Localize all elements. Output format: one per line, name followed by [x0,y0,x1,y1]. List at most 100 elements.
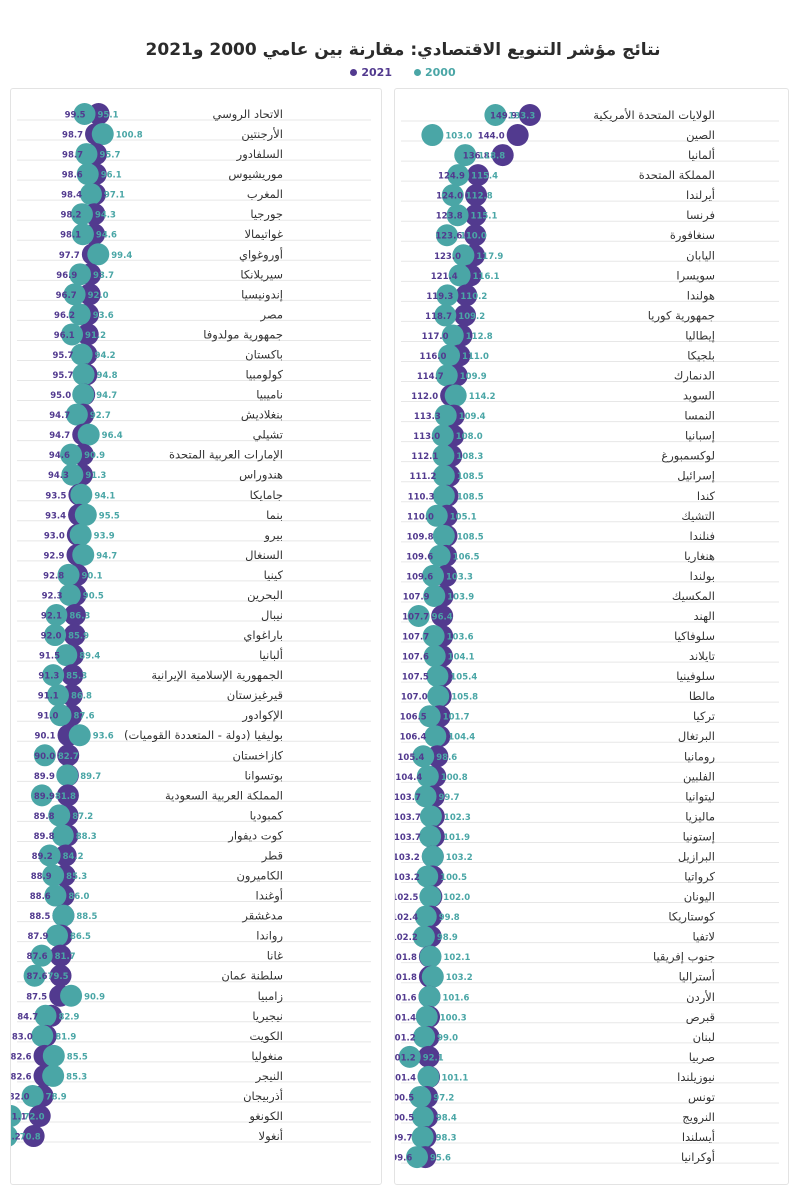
country-label: إيطاليا [685,328,715,342]
value-label-2021: 107.5 [402,673,429,683]
dot-2000 [444,384,467,407]
dot-2000 [484,104,507,126]
dot-2000 [87,243,110,266]
value-label-2000: 85.3 [66,872,87,882]
dot-2000 [72,543,95,566]
country-label: أستراليا [679,969,715,985]
value-label-2000: 98.6 [436,753,457,763]
dot-2000 [46,924,68,947]
value-label-2021: 94.3 [48,471,69,481]
country-label: إستونيا [683,829,715,844]
legend-item-2000: 2000 [414,64,456,80]
value-label-2021: 107.7 [402,613,429,623]
dot-2000 [11,1105,22,1127]
value-label-2000: 102.3 [444,813,471,823]
value-label-2000: 103.9 [447,592,474,602]
value-label-2000: 103.2 [446,973,473,983]
dot-2000 [52,904,75,927]
value-label-2021: 92.8 [43,571,64,581]
country-label: النيجر [255,1069,283,1084]
value-label-2021: 116.0 [420,352,447,362]
value-label-2000: 94.7 [96,391,117,401]
value-label-2000: 95.5 [99,511,120,521]
dot-2021 [491,144,514,167]
value-label-2000: 103.3 [446,572,473,582]
value-label-2021: 95.7 [52,371,73,381]
dot-2000 [422,564,445,587]
value-label-2021: 114.7 [417,372,444,382]
country-label: كوت ديفوار [227,828,283,843]
value-label-2000: 100.8 [441,773,468,783]
value-label-2021: 123.0 [434,252,461,262]
value-label-2021: 92.9 [43,551,64,561]
value-label-2021: 94.7 [49,411,70,421]
country-label: ألبانيا [259,647,283,662]
country-label: ناميبيا [256,388,283,402]
dot-2021 [61,664,84,687]
value-label-2021: 89.8 [34,812,55,822]
dot-2000 [58,583,81,606]
value-label-2021: 102.4 [395,913,418,923]
dot-2000 [412,745,435,768]
country-label: لاتفيا [692,930,715,944]
country-label: رومانيا [684,749,715,764]
value-label-2000: 98.4 [436,1114,457,1124]
value-label-2000: 85.3 [66,1072,87,1082]
country-label: أيرلندا [686,187,715,203]
country-label: الهند [693,609,715,623]
value-label-2021: 113.3 [414,412,441,422]
country-label: صربيا [689,1050,715,1065]
dot-2000 [70,343,93,366]
dot-2021 [465,184,488,207]
country-label: نيوزيلندا [677,1070,715,1085]
dot-2021 [22,1125,45,1148]
chart-panel-left: 99.5 95.1 الاتحاد الروسي 98.7 100.8 الأرجنتين… [10,88,382,1185]
value-label-2000: 87.6 [74,712,95,722]
value-label-2021: 83.0 [12,1032,33,1042]
dot-2000 [419,825,442,848]
dot-2000 [33,744,56,767]
dot-2021 [454,304,477,327]
country-label: مالطا [689,689,715,703]
dot-2000 [436,284,459,307]
value-label-2021: 109.8 [407,532,434,542]
dot-2000 [423,645,446,668]
country-label: اليونان [684,890,715,905]
value-label-2000: 91.2 [85,331,106,341]
value-label-2021: 111.2 [410,472,437,482]
dot-2000 [421,965,444,988]
value-label-2000: 103.6 [447,633,474,643]
value-label-2021: 102.2 [395,933,418,943]
value-label-2000: 94.8 [97,371,118,381]
value-label-2021: 112.1 [411,452,438,462]
value-label-2021: 84.7 [17,1012,38,1022]
country-label: سلوفاكيا [674,629,715,644]
value-label-2000: 100.8 [116,131,143,141]
value-label-2000: 95.6 [430,1154,451,1164]
value-label-2000: 92.1 [423,1053,444,1063]
grid-lines [401,120,779,1164]
value-label-2000: 93.6 [93,311,114,321]
dot-2000 [31,1024,54,1047]
country-label: المكسيك [672,589,715,603]
dot-2000 [411,1106,434,1128]
value-label-2000: 96.4 [102,431,123,441]
value-label-2021: 90.1 [35,732,56,742]
value-label-2021: 93.0 [44,531,65,541]
chart-title: نتائج مؤشر التنويع الاقتصادي: مقارنة بين… [145,40,661,60]
country-label: جورجيا [250,207,283,222]
value-label-2021: 92.0 [41,632,62,642]
dot-2000 [398,1045,421,1068]
value-label-2000: 106.5 [453,552,480,562]
value-label-2021: 98.4 [61,191,82,201]
value-label-2021: 98.7 [62,131,83,141]
value-label-2021: 136.8 [463,152,490,162]
value-label-2000: 90.1 [82,571,103,581]
value-label-2021: 96.1 [54,331,75,341]
value-label-2000: 94.2 [95,351,116,361]
value-label-2000: 90.9 [84,451,105,461]
value-label-2021: 87.6 [27,952,48,962]
value-label-2021: 117.0 [422,332,449,342]
dot-chart-left: 99.5 95.1 الاتحاد الروسي 98.7 100.8 الأرجنتين… [11,103,371,1148]
